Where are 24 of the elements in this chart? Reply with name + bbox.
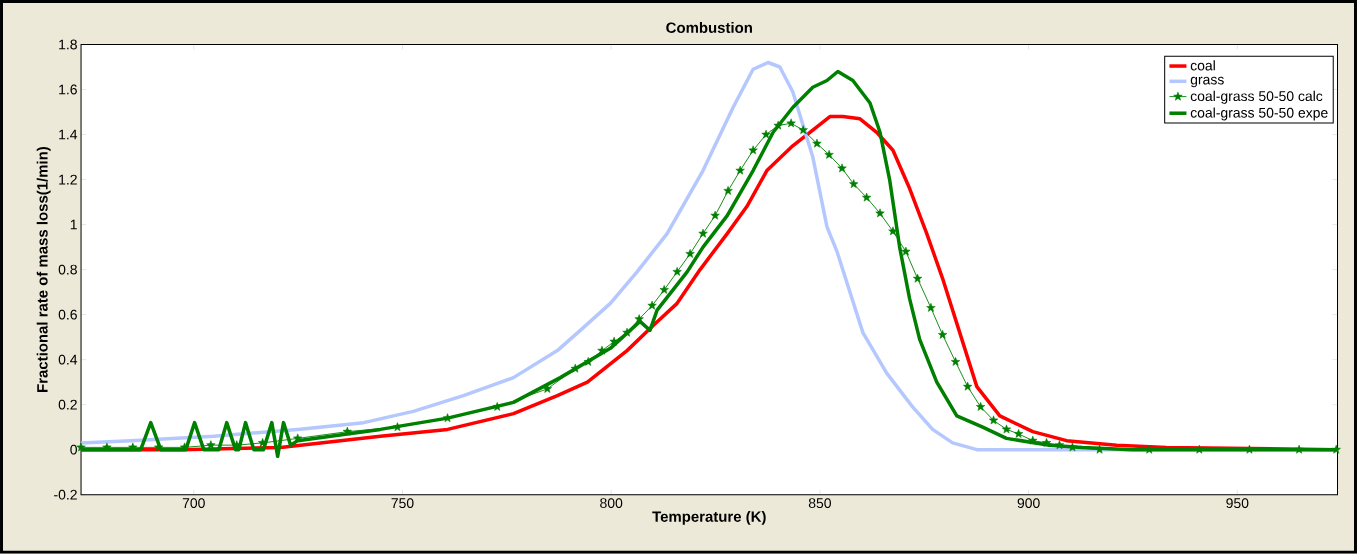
- legend-label: coal: [1190, 60, 1215, 71]
- y-tick-label: 0.6: [58, 309, 77, 320]
- x-tick-label: 950: [1226, 498, 1249, 509]
- x-tick-label: 750: [391, 498, 414, 509]
- y-tick-label: 1.6: [59, 84, 77, 95]
- y-tick-label: 0.4: [58, 354, 78, 365]
- y-tick-label: 0: [70, 444, 77, 455]
- y-tick-label: 1: [70, 219, 77, 230]
- y-tick-label: 0.2: [58, 399, 77, 410]
- x-axis-title: Temperature (K): [652, 511, 766, 525]
- y-tick-label: -0.2: [54, 489, 77, 500]
- x-tick-label: 850: [808, 498, 831, 509]
- y-axis-title: Fractional rate of mass loss(1/min): [36, 147, 51, 393]
- x-tick-label: 700: [182, 498, 205, 509]
- chart-title: Combustion: [666, 22, 752, 34]
- y-tick-label: 1.2: [59, 174, 77, 185]
- legend-label: coal-grass 50-50 expe: [1190, 107, 1328, 121]
- x-tick-label: 800: [600, 498, 623, 509]
- y-tick-label: 0.8: [58, 264, 77, 275]
- y-tick-label: 1.4: [59, 129, 78, 140]
- legend-label: grass: [1190, 76, 1224, 88]
- legend-label: coal-grass 50-50 calc: [1190, 90, 1323, 104]
- x-tick-label: 900: [1017, 498, 1040, 509]
- y-tick-label: 1.8: [59, 39, 77, 50]
